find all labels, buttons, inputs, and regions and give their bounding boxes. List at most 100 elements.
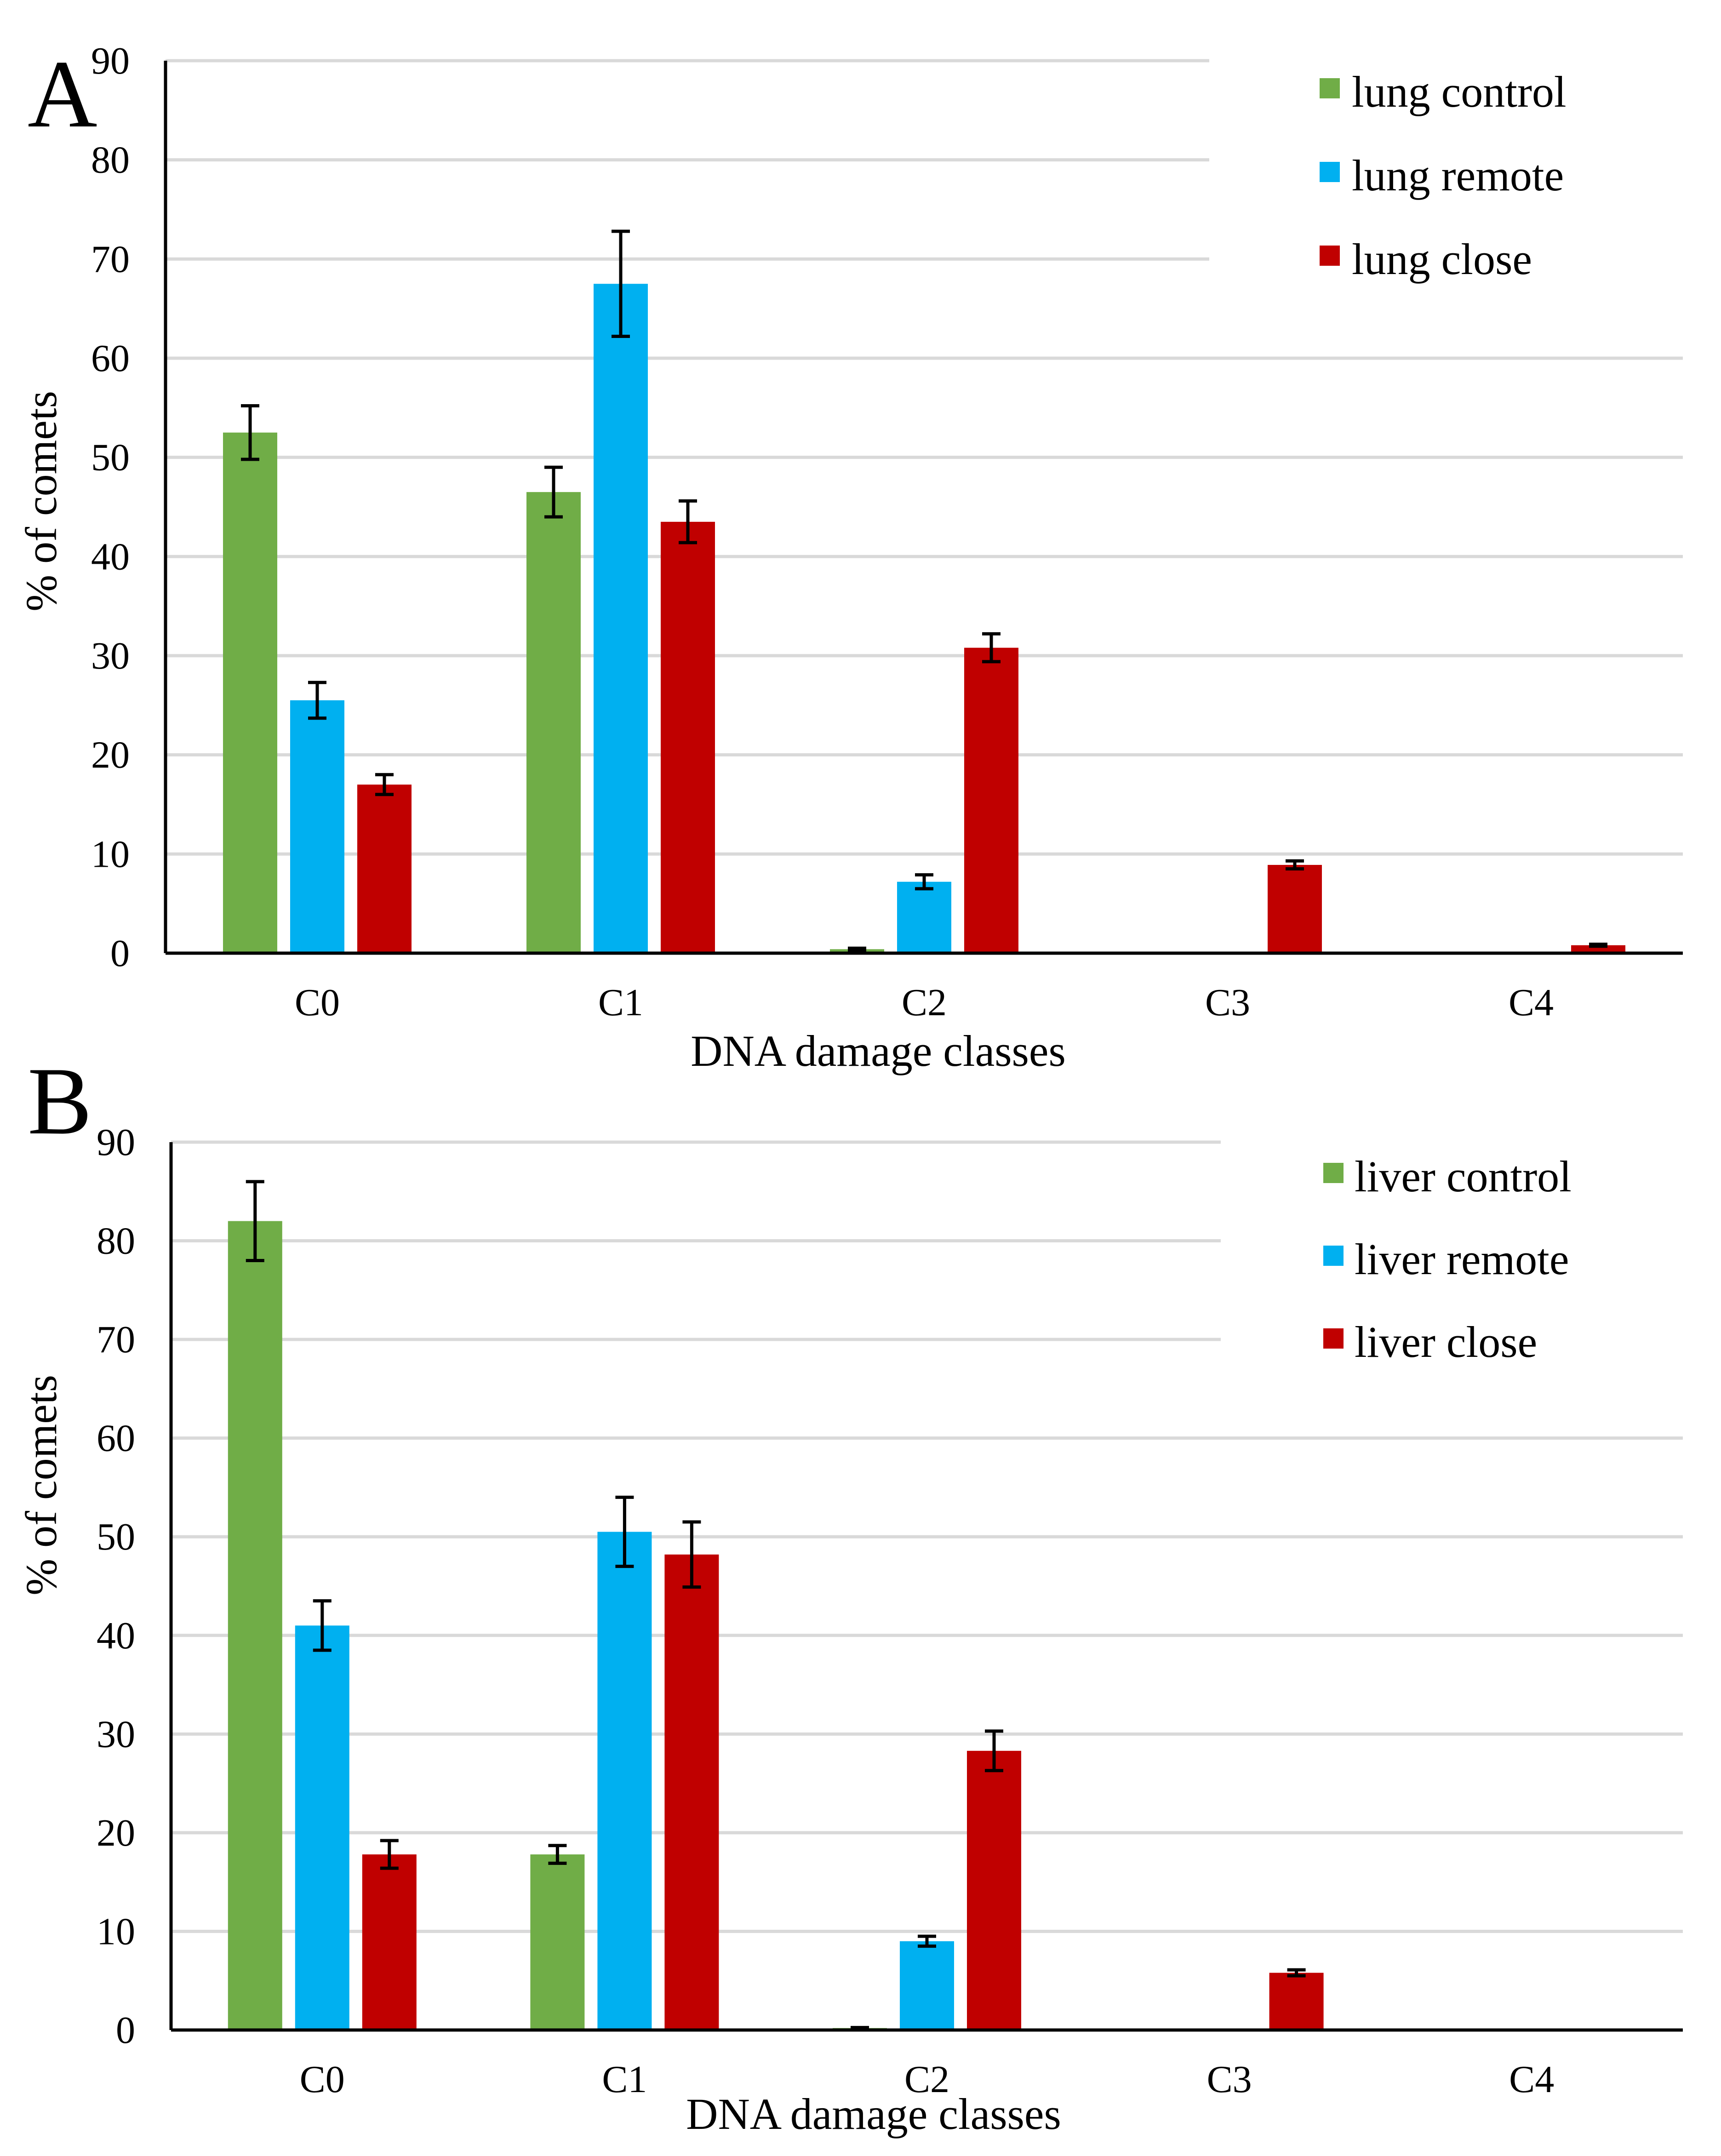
panel-b-y-tick-label: 80 bbox=[97, 1220, 135, 1263]
error-bar-liver-close-c1 bbox=[682, 1520, 701, 1589]
panel-b-legend: liver control liver remote liver close bbox=[1323, 1152, 1572, 1367]
panel-a-label: A bbox=[28, 41, 97, 148]
panel-b-x-tick-label-c4: C4 bbox=[1509, 2058, 1554, 2101]
error-bar-lung-control-c0 bbox=[241, 404, 259, 461]
bar-lung-remote-c1 bbox=[594, 284, 648, 953]
panel-b-bars bbox=[228, 1221, 1324, 2030]
panel-a-y-tick-label: 0 bbox=[110, 932, 130, 975]
panel-b-y-tick-label: 40 bbox=[97, 1614, 135, 1657]
panel-a-y-tick-label: 30 bbox=[91, 635, 130, 677]
panel-b-x-tick-labels: C0 C1 C2 C3 C4 bbox=[300, 2058, 1554, 2101]
panel-a-y-tick-label: 20 bbox=[91, 734, 130, 777]
error-bar-lung-remote-c0 bbox=[308, 681, 326, 720]
bar-lung-close-c0 bbox=[357, 784, 412, 953]
panel-b-x-tick-label-c0: C0 bbox=[300, 2058, 345, 2101]
bar-liver-close-c0 bbox=[362, 1854, 417, 2030]
bar-liver-close-c2 bbox=[967, 1750, 1021, 2030]
error-bar-lung-control-c1 bbox=[544, 465, 563, 519]
bar-lung-close-c2 bbox=[964, 647, 1018, 953]
bar-lung-close-c4 bbox=[1571, 945, 1625, 953]
panel-a-x-tick-label-c3: C3 bbox=[1205, 981, 1250, 1024]
error-bar-liver-remote-c2 bbox=[918, 1934, 936, 1948]
error-bar-liver-remote-c1 bbox=[615, 1495, 634, 1568]
bar-lung-close-c1 bbox=[661, 521, 715, 953]
error-bar-liver-close-c0 bbox=[380, 1839, 399, 1870]
error-bar-liver-control-c1 bbox=[548, 1844, 567, 1865]
error-bar-liver-control-c2 bbox=[851, 2026, 869, 2030]
bar-lung-remote-c0 bbox=[290, 700, 344, 953]
panel-a-x-tick-label-c2: C2 bbox=[902, 981, 947, 1024]
panel-b-chart: 0 10 20 30 40 50 60 70 80 90 C0 C1 C2 C3 C4 B % of co… bbox=[17, 1048, 1683, 2139]
legend-label-liver-close: liver close bbox=[1355, 1317, 1537, 1367]
legend-swatch-lung-close bbox=[1320, 246, 1340, 266]
error-bar-liver-close-c2 bbox=[985, 1729, 1003, 1773]
panel-a-y-tick-label: 70 bbox=[91, 238, 130, 280]
legend-swatch-liver-control bbox=[1323, 1163, 1344, 1183]
error-bar-liver-control-c0 bbox=[246, 1180, 264, 1262]
bar-liver-close-c1 bbox=[664, 1554, 719, 2030]
legend-label-lung-remote: lung remote bbox=[1352, 151, 1564, 200]
bar-lung-close-c3 bbox=[1268, 865, 1322, 953]
panel-a-x-tick-label-c0: C0 bbox=[295, 981, 340, 1024]
panel-b-label: B bbox=[28, 1048, 92, 1155]
legend-label-lung-control: lung control bbox=[1352, 67, 1567, 116]
legend-label-liver-remote: liver remote bbox=[1355, 1235, 1569, 1284]
error-bar-lung-close-c1 bbox=[679, 499, 697, 544]
panel-a-gridlines bbox=[166, 59, 1683, 856]
bar-lung-remote-c2 bbox=[897, 881, 951, 953]
legend-label-liver-control: liver control bbox=[1355, 1152, 1572, 1201]
error-bar-lung-close-c4 bbox=[1589, 943, 1607, 948]
bar-liver-control-c0 bbox=[228, 1221, 282, 2030]
panel-b-y-tick-label: 60 bbox=[97, 1417, 135, 1460]
bar-liver-remote-c0 bbox=[295, 1625, 349, 2030]
error-bar-liver-close-c3 bbox=[1287, 1968, 1306, 1978]
panel-b-y-tick-labels: 0 10 20 30 40 50 60 70 80 90 bbox=[97, 1121, 135, 2052]
bar-lung-control-c0 bbox=[223, 432, 277, 953]
panel-a-x-axis-title: DNA damage classes bbox=[691, 1026, 1066, 1075]
legend-swatch-lung-remote bbox=[1320, 162, 1340, 182]
panel-b-x-axis-title: DNA damage classes bbox=[686, 2089, 1061, 2139]
error-bar-lung-close-c3 bbox=[1286, 859, 1304, 871]
panel-a-x-tick-label-c4: C4 bbox=[1509, 981, 1554, 1024]
panel-b-y-tick-label: 10 bbox=[97, 1910, 135, 1953]
panel-a-legend: lung control lung remote lung close bbox=[1320, 67, 1567, 284]
panel-a-bars bbox=[223, 284, 1625, 953]
panel-a-chart: 0 10 20 30 40 50 60 70 80 90 C0 C1 C2 C3 C4 A % of co… bbox=[17, 40, 1683, 1075]
bar-liver-remote-c1 bbox=[597, 1532, 652, 2030]
panel-b-y-tick-label: 90 bbox=[97, 1121, 135, 1164]
panel-a-error-bars bbox=[241, 229, 1607, 952]
panel-b-y-tick-label: 0 bbox=[116, 2009, 135, 2052]
legend-label-lung-close: lung close bbox=[1352, 234, 1532, 284]
panel-b-y-tick-label: 70 bbox=[97, 1318, 135, 1361]
legend-swatch-lung-control bbox=[1320, 78, 1340, 98]
panel-a-y-tick-label: 10 bbox=[91, 833, 130, 875]
panel-b-y-tick-label: 50 bbox=[97, 1515, 135, 1558]
panel-b-gridlines bbox=[171, 1140, 1683, 1933]
panel-b-x-tick-label-c1: C1 bbox=[602, 2058, 647, 2101]
panel-a-y-axis-title: % of comets bbox=[17, 391, 66, 612]
panel-a-x-tick-labels: C0 C1 C2 C3 C4 bbox=[295, 981, 1554, 1024]
panel-b-x-tick-label-c2: C2 bbox=[904, 2058, 949, 2101]
panel-b-y-tick-label: 30 bbox=[97, 1713, 135, 1756]
legend-swatch-liver-remote bbox=[1323, 1246, 1344, 1266]
error-bar-lung-remote-c1 bbox=[612, 229, 630, 338]
panel-a-x-tick-label-c1: C1 bbox=[598, 981, 643, 1024]
panel-a-y-tick-label: 90 bbox=[91, 40, 130, 82]
error-bar-lung-remote-c2 bbox=[915, 873, 933, 891]
bar-liver-remote-c2 bbox=[900, 1941, 954, 2030]
bar-lung-control-c1 bbox=[526, 492, 581, 953]
legend-swatch-liver-close bbox=[1323, 1328, 1344, 1349]
panel-a-y-tick-label: 50 bbox=[91, 436, 130, 479]
panel-a-y-tick-labels: 0 10 20 30 40 50 60 70 80 90 bbox=[91, 40, 130, 975]
panel-b-y-tick-label: 20 bbox=[97, 1812, 135, 1854]
error-bar-lung-control-c2 bbox=[848, 946, 866, 952]
panel-a-y-tick-label: 80 bbox=[91, 139, 130, 182]
panel-b-y-axis-title: % of comets bbox=[17, 1375, 66, 1596]
bar-liver-close-c3 bbox=[1269, 1973, 1324, 2030]
panel-a-y-tick-label: 60 bbox=[91, 337, 130, 380]
error-bar-lung-close-c2 bbox=[982, 632, 1001, 663]
panel-a-y-tick-label: 40 bbox=[91, 535, 130, 578]
error-bar-liver-remote-c0 bbox=[313, 1599, 332, 1652]
error-bar-lung-close-c0 bbox=[375, 773, 394, 796]
